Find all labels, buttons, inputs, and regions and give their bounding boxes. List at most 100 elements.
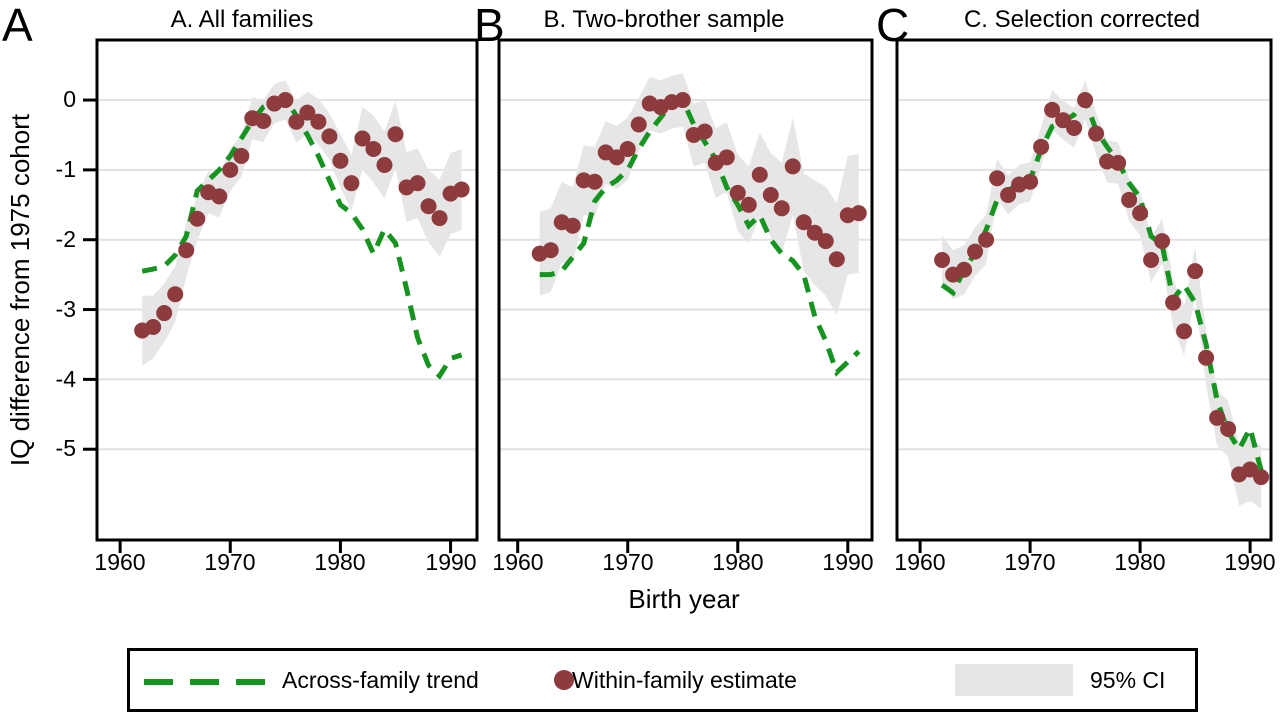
within-dot — [178, 242, 195, 259]
within-dot — [431, 210, 448, 227]
legend-label-ci: 95% CI — [1090, 667, 1166, 693]
x-tick-label: 1970 — [602, 549, 654, 575]
within-dot — [817, 233, 834, 250]
legend-label-trend: Across-family trend — [282, 667, 479, 693]
dashed-line-swatch — [144, 679, 266, 685]
x-tick-label: 1980 — [1114, 549, 1166, 575]
within-dot — [773, 200, 790, 217]
legend: Across-family trend Within-family estima… — [127, 648, 1198, 712]
panel-a-title: A. All families — [170, 6, 314, 33]
within-dot — [1143, 251, 1160, 268]
within-dot — [740, 196, 757, 213]
ci-band — [539, 73, 859, 316]
panel-frame — [95, 38, 479, 542]
within-dot — [387, 126, 404, 143]
within-dot — [1198, 349, 1215, 366]
within-dot — [828, 251, 845, 268]
within-dot — [784, 158, 801, 175]
within-dot — [674, 92, 691, 109]
y-tick-label: 0 — [63, 86, 76, 112]
panel-c-letter: C — [876, 0, 910, 51]
x-axis-title: Birth year — [628, 584, 740, 614]
within-dot — [586, 173, 603, 190]
panel-frame — [497, 38, 874, 542]
ci-band — [142, 80, 462, 366]
x-tick-label: 1970 — [1004, 549, 1056, 575]
within-dot — [608, 149, 625, 166]
y-tick-label: -3 — [55, 296, 76, 322]
within-dot — [967, 243, 984, 260]
within-dot — [1033, 138, 1050, 155]
within-dot — [145, 319, 162, 336]
x-tick-label: 1960 — [894, 549, 946, 575]
within-dot — [288, 113, 305, 130]
within-dot — [255, 113, 272, 130]
y-tick-label: -2 — [55, 226, 76, 252]
within-dot — [1110, 154, 1127, 171]
dot-swatch — [554, 670, 574, 690]
within-dot — [1220, 420, 1237, 437]
within-dot — [630, 116, 647, 133]
x-tick-label: 1980 — [314, 549, 366, 575]
within-dot — [619, 140, 636, 157]
within-dot — [365, 140, 382, 157]
within-dot — [321, 128, 338, 145]
ci-band-swatch — [955, 664, 1073, 696]
y-tick-label: -1 — [55, 156, 76, 182]
within-dot — [1044, 101, 1061, 118]
within-dot — [1088, 125, 1105, 142]
within-dot — [277, 92, 294, 109]
within-dot — [762, 187, 779, 204]
within-dot — [542, 242, 559, 259]
x-tick-label: 1960 — [94, 549, 146, 575]
within-dot — [729, 184, 746, 201]
within-dot — [409, 175, 426, 192]
within-dot — [934, 251, 951, 268]
within-dot — [156, 305, 173, 322]
within-dot — [1187, 263, 1204, 280]
within-dot — [1000, 187, 1017, 204]
x-tick-label: 1990 — [1224, 549, 1276, 575]
panel-a-letter: A — [2, 0, 33, 51]
x-tick-label: 1960 — [492, 549, 544, 575]
y-tick-label: -4 — [55, 366, 76, 392]
within-dot — [310, 113, 327, 130]
trend-line — [940, 94, 1264, 471]
panel-b-letter: B — [474, 0, 505, 51]
within-dot — [299, 104, 316, 121]
within-dot — [795, 214, 812, 231]
within-dot — [222, 161, 239, 178]
within-dot — [1132, 205, 1149, 222]
within-dot — [751, 166, 768, 183]
panel-c-title: C. Selection corrected — [963, 6, 1201, 33]
within-dot — [211, 188, 228, 205]
within-dot — [167, 286, 184, 303]
within-dot — [1253, 469, 1270, 486]
within-dot — [1176, 323, 1193, 340]
within-dot — [1209, 409, 1226, 426]
panel-frame — [895, 38, 1273, 542]
within-dot — [1022, 173, 1039, 190]
within-dot — [453, 181, 470, 198]
panel-b-title: B. Two-brother sample — [543, 6, 785, 33]
x-tick-label: 1990 — [822, 549, 874, 575]
within-dot — [696, 123, 713, 140]
legend-label-within: Within-family estimate — [572, 667, 797, 693]
within-dot — [1154, 233, 1171, 250]
within-dot — [354, 130, 371, 147]
within-dot — [989, 170, 1006, 187]
within-dot — [376, 157, 393, 173]
within-dot — [343, 175, 360, 192]
within-dot — [718, 149, 735, 166]
within-dot — [956, 261, 973, 278]
within-dot — [978, 231, 995, 248]
x-tick-label: 1990 — [425, 549, 477, 575]
within-dot — [806, 224, 823, 241]
x-tick-label: 1980 — [712, 549, 764, 575]
within-dot — [332, 152, 349, 169]
ci-band — [942, 80, 1262, 509]
within-dot — [564, 217, 581, 234]
within-dot — [420, 198, 437, 215]
